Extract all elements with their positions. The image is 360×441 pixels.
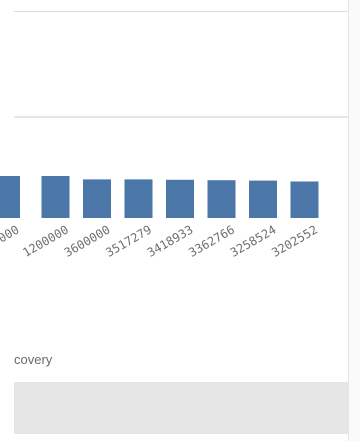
tick-label-3418933: 3418933 (145, 222, 196, 259)
bar-3517279 (124, 179, 153, 218)
section-caption: covery (14, 352, 53, 367)
tick-label-3517279: 3517279 (103, 222, 154, 259)
bar-chart: 0000120000036000003517279341893333627663… (0, 176, 320, 260)
tick-label-3202552: 3202552 (269, 222, 320, 259)
bar-3418933 (166, 179, 194, 218)
bar-0000 (0, 176, 20, 218)
tick-label-0000: 0000 (0, 222, 22, 249)
top-divider (14, 11, 348, 12)
tick-label-3600000: 3600000 (62, 222, 113, 259)
bar-3362766 (207, 180, 236, 218)
bar-3600000 (83, 179, 111, 218)
chart-card: 0000 1200000 3600000 3517279 3418933 3362766 3… (0, 0, 349, 441)
tick-label-1200000: 1200000 (20, 222, 71, 259)
tick-label-3258524: 3258524 (228, 222, 279, 259)
bar-3202552 (290, 181, 319, 218)
tick-labels-group: 0000120000036000003517279341893333627663… (0, 222, 320, 259)
tick-label-3362766: 3362766 (186, 222, 237, 259)
bar-3258524 (249, 180, 277, 218)
bar-1200000 (41, 176, 70, 218)
mid-divider (14, 116, 348, 118)
gray-panel (14, 382, 348, 434)
bars-group (0, 176, 319, 218)
